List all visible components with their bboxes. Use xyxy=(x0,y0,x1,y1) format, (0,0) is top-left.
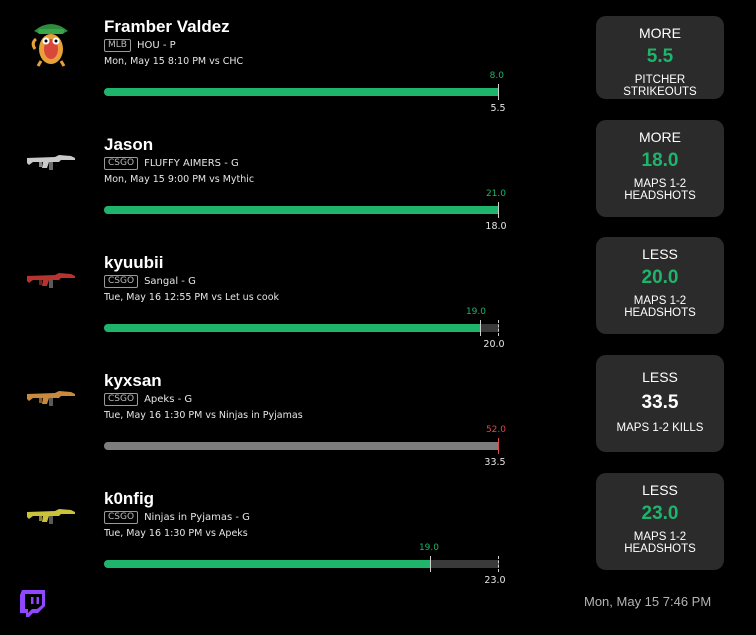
game-time: Mon, May 15 9:00 PM vs Mythic xyxy=(104,174,255,185)
pick-direction: LESS xyxy=(642,482,678,498)
pick-direction: MORE xyxy=(639,25,681,41)
player-name: Jason xyxy=(104,135,154,154)
pick-line: 23.0 xyxy=(641,503,679,524)
pick-direction: MORE xyxy=(639,129,681,145)
pick-row: Framber Valdez MLB HOU - P Mon, May 15 8… xyxy=(0,16,756,135)
pick-stat: PITCHER STRIKEOUTS xyxy=(623,74,697,98)
team-position: Apeks - G xyxy=(144,394,193,405)
pick-stat: MAPS 1-2 HEADSHOTS xyxy=(624,531,696,555)
current-value: 52.0 xyxy=(485,425,506,435)
player-name: kyuubii xyxy=(104,253,164,272)
player-meta: MLB HOU - P xyxy=(104,39,176,52)
player-name: Framber Valdez xyxy=(104,17,230,36)
team-position: Ninjas in Pyjamas - G xyxy=(144,512,250,523)
target-value: 18.0 xyxy=(485,221,507,232)
game-time: Tue, May 16 12:55 PM vs Let us cook xyxy=(104,292,280,303)
team-position: FLUFFY AIMERS - G xyxy=(144,158,239,169)
current-value: 19.0 xyxy=(465,307,486,317)
target-marker xyxy=(498,202,499,218)
rifle-yellow-icon xyxy=(22,489,80,541)
rifle-silver-icon xyxy=(22,135,80,187)
pick-stat: MAPS 1-2 HEADSHOTS xyxy=(624,178,696,202)
league-badge: CSGO xyxy=(104,275,139,288)
target-value: 20.0 xyxy=(483,339,505,350)
pick-line: 18.0 xyxy=(641,150,679,171)
pick-row: Jason CSGO FLUFFY AIMERS - G Mon, May 15… xyxy=(0,120,756,253)
progress-track: 19.0 20.0 xyxy=(104,307,505,350)
pick-row: kyxsan CSGO Apeks - G Tue, May 16 1:30 P… xyxy=(0,355,756,489)
rifle-orange-icon xyxy=(22,371,80,423)
twitch-icon[interactable] xyxy=(18,588,48,618)
pick-card[interactable]: LESS 20.0 MAPS 1-2 HEADSHOTS xyxy=(596,237,724,334)
target-marker xyxy=(498,320,499,336)
league-badge: MLB xyxy=(104,39,131,52)
team-position: HOU - P xyxy=(136,40,176,51)
pick-card[interactable]: LESS 23.0 MAPS 1-2 HEADSHOTS xyxy=(596,473,724,570)
pick-direction: LESS xyxy=(642,246,678,262)
target-value: 33.5 xyxy=(484,457,506,468)
progress-fill xyxy=(104,324,480,332)
current-value: 8.0 xyxy=(489,71,504,81)
progress-track: 21.0 18.0 xyxy=(104,189,507,232)
pick-row: k0nfig CSGO Ninjas in Pyjamas - G Tue, M… xyxy=(0,473,756,607)
current-value: 19.0 xyxy=(418,543,439,553)
current-marker xyxy=(480,320,481,336)
player-meta: CSGO Sangal - G xyxy=(104,275,196,288)
game-time: Mon, May 15 8:10 PM vs CHC xyxy=(104,56,244,67)
progress-fill xyxy=(104,206,499,214)
progress-track: 19.0 23.0 xyxy=(104,543,506,586)
pick-line: 20.0 xyxy=(641,267,679,288)
pick-line: 5.5 xyxy=(646,46,674,67)
player-name: kyxsan xyxy=(104,371,162,390)
cartoon-mascot-icon xyxy=(22,17,80,69)
league-badge: CSGO xyxy=(104,511,139,524)
pick-stat: MAPS 1-2 KILLS xyxy=(616,422,704,434)
pick-direction: LESS xyxy=(642,369,678,385)
target-marker xyxy=(498,84,499,100)
team-position: Sangal - G xyxy=(144,276,196,287)
player-meta: CSGO Apeks - G xyxy=(104,393,192,406)
league-badge: CSGO xyxy=(104,157,139,170)
player-name: k0nfig xyxy=(104,489,155,508)
progress-fill xyxy=(104,88,499,96)
target-marker xyxy=(498,556,499,572)
target-value: 5.5 xyxy=(490,103,506,114)
player-meta: CSGO FLUFFY AIMERS - G xyxy=(104,157,239,170)
player-meta: CSGO Ninjas in Pyjamas - G xyxy=(104,511,250,524)
current-marker xyxy=(430,556,431,572)
game-time: Tue, May 16 1:30 PM vs Apeks xyxy=(104,528,248,539)
footer-timestamp: Mon, May 15 7:46 PM xyxy=(584,594,712,609)
pick-line: 33.5 xyxy=(641,392,679,413)
progress-track: 8.0 5.5 xyxy=(104,71,506,114)
rifle-red-icon xyxy=(22,253,80,305)
pick-card[interactable]: MORE 18.0 MAPS 1-2 HEADSHOTS xyxy=(596,120,724,217)
pick-card[interactable]: LESS 33.5 MAPS 1-2 KILLS xyxy=(596,355,724,452)
pick-row: kyuubii CSGO Sangal - G Tue, May 16 12:5… xyxy=(0,237,756,371)
game-time: Tue, May 16 1:30 PM vs Ninjas in Pyjamas xyxy=(104,410,303,421)
pick-stat: MAPS 1-2 HEADSHOTS xyxy=(624,295,696,319)
league-badge: CSGO xyxy=(104,393,139,406)
current-value: 21.0 xyxy=(485,189,506,199)
progress-track: 52.0 33.5 xyxy=(104,425,506,468)
progress-fill xyxy=(104,560,430,568)
target-marker xyxy=(498,438,499,454)
target-value: 23.0 xyxy=(484,575,506,586)
progress-fill xyxy=(104,442,499,450)
pick-card[interactable]: MORE 5.5 PITCHER STRIKEOUTS xyxy=(596,16,724,99)
